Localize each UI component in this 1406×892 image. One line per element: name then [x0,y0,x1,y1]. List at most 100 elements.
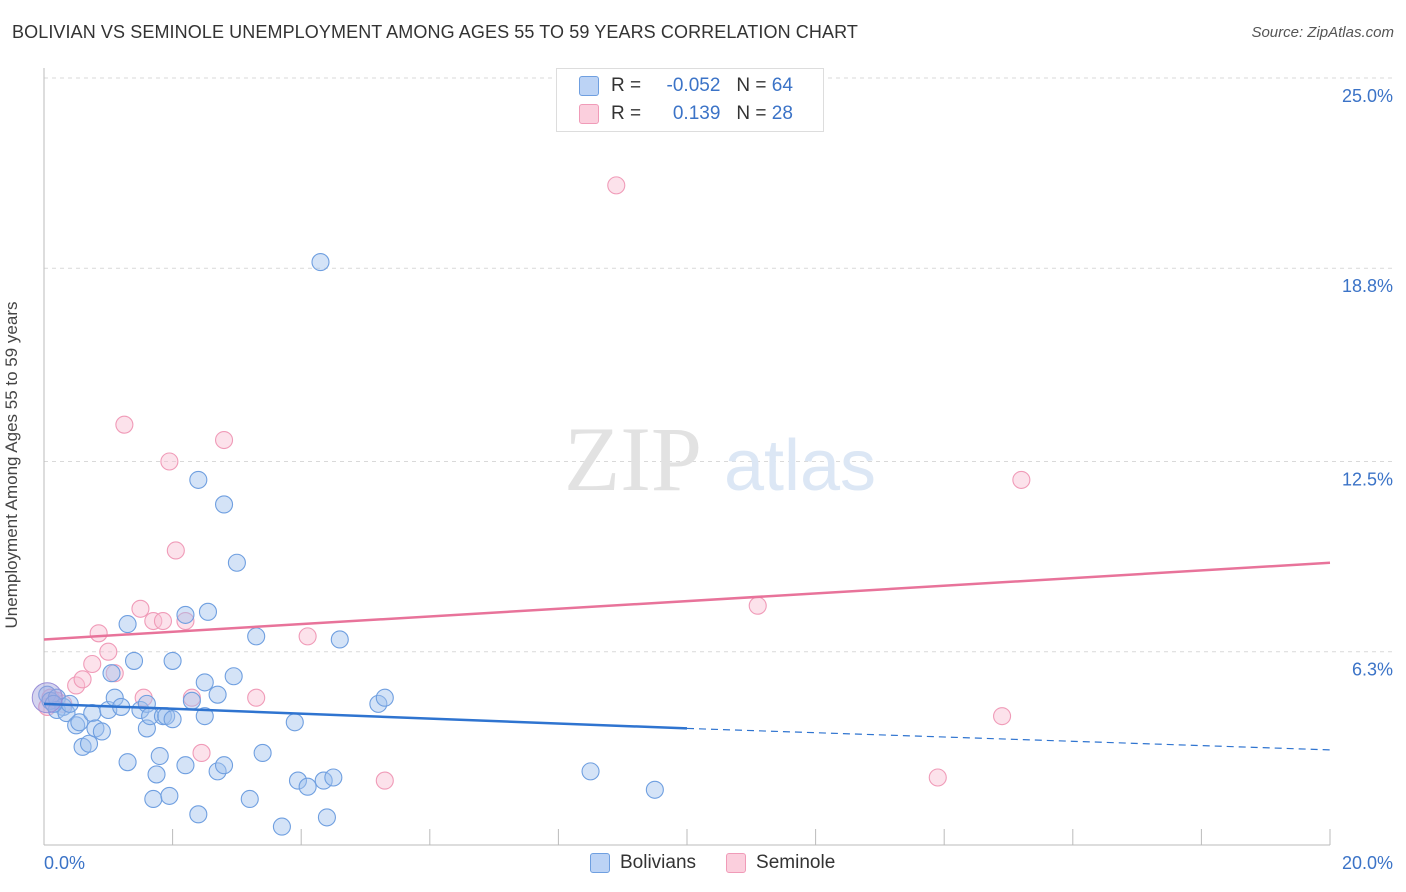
grid-lines [44,77,1394,653]
seminole-point [115,415,134,434]
bolivians-point [176,605,195,624]
bolivians-point [144,789,163,809]
x-tick-label-min: 0.0% [44,853,85,873]
bolivians-point [163,710,182,729]
series-legend: Bolivians Seminole [590,852,865,874]
legend-n-value: 64 [771,75,793,96]
watermark-atlas: atlas [724,426,876,506]
bolivians-point [150,746,169,766]
seminole-point [176,611,195,631]
stats-legend: R = -0.052 N = 64 R = 0.139 N = 28 [556,68,824,132]
watermark: ZIP atlas [564,408,876,510]
bolivians-point [375,688,394,707]
bolivians-point [311,253,330,272]
bolivians-point [214,495,234,514]
seminole-point [748,596,767,615]
bolivians-point [70,713,89,732]
y-tick-label: 25.0% [1342,86,1393,106]
bolivians-point [195,673,214,692]
y-tick-label: 6.3% [1352,660,1393,680]
bolivians-point [214,756,234,775]
bolivians-point [272,817,291,836]
legend-item-seminole[interactable]: Seminole [726,852,835,874]
legend-r-value: -0.052 [666,75,721,96]
bolivians-point [160,786,179,805]
bolivians-point [189,470,208,489]
bolivians-point [314,771,333,790]
seminole-point [160,452,179,471]
seminole-trend-line [43,561,1331,641]
axes [43,68,1331,846]
bolivians-point [195,707,214,726]
seminole-point [166,541,185,560]
seminole-point [131,599,150,618]
bolivians-point [124,651,144,670]
seminole-point [214,430,234,450]
legend-r-label: R = [611,75,642,96]
legend-n-value: 28 [771,103,793,124]
bolivians-point [67,716,86,735]
watermark-zip: ZIP [564,408,702,510]
bolivians-point [298,777,317,796]
bolivians-point [176,756,195,775]
bolivians-trend-extension [686,727,1331,751]
legend-row-seminole: R = 0.139 N = 28 [579,103,793,125]
bolivians-point [92,722,111,741]
seminole-point [192,743,211,763]
seminole-point [73,670,92,689]
source-label: Source: ZipAtlas.com [1251,24,1394,41]
bolivians-points [31,253,664,836]
bolivians-point [645,780,664,799]
seminole-point [144,611,163,631]
legend-swatch-bolivians [579,76,599,96]
bolivians-point [240,789,259,809]
bolivians-point [147,765,166,784]
chart-title: BOLIVIAN VS SEMINOLE UNEMPLOYMENT AMONG … [12,22,858,42]
y-tick-label: 18.8% [1342,276,1393,296]
legend-n-label: N = [736,75,767,96]
legend-swatch-seminole [726,853,747,873]
bolivians-point [198,602,218,621]
bolivians-cluster-point [31,682,63,714]
bolivians-point [253,743,272,763]
seminole-point [298,627,317,646]
legend-swatch-bolivians [590,853,610,873]
legend-label-bolivians: Bolivians [620,852,697,873]
trend-lines [43,561,1331,751]
bolivians-point [317,808,336,827]
tick-labels: 6.3% 12.5% 18.8% 25.0% 0.0% 20.0% [44,86,1393,873]
y-tick-label: 12.5% [1342,470,1393,490]
bolivians-point [102,664,121,683]
bolivians-point [227,553,246,572]
seminole-point [89,624,108,643]
seminole-point [607,176,626,195]
bolivians-point [163,651,182,670]
bolivians-point [288,771,308,790]
bolivians-point [182,691,201,710]
legend-row-bolivians: R = -0.052 N = 64 [579,75,793,97]
bolivians-point [118,615,137,634]
legend-item-bolivians[interactable]: Bolivians [590,852,696,874]
legend-r-value: 0.139 [672,103,721,124]
seminole-point [83,654,102,674]
bolivians-point [79,734,99,753]
legend-n-label: N = [736,103,767,124]
bolivians-point [118,753,137,772]
bolivians-point [208,685,227,704]
bolivians-point [189,805,208,824]
seminole-point [375,771,394,790]
bolivians-point [285,713,304,732]
legend-swatch-seminole [579,104,599,124]
bolivians-point [330,630,349,649]
bolivians-point [324,768,343,787]
x-tick-label-max: 20.0% [1342,853,1393,873]
bolivians-point [247,627,266,646]
bolivians-point [224,667,243,686]
seminole-point [928,768,947,787]
seminole-point [153,611,173,631]
bolivians-point [581,762,600,781]
seminole-point [247,688,266,707]
bolivians-trend-line [43,702,688,730]
legend-label-seminole: Seminole [756,852,836,873]
